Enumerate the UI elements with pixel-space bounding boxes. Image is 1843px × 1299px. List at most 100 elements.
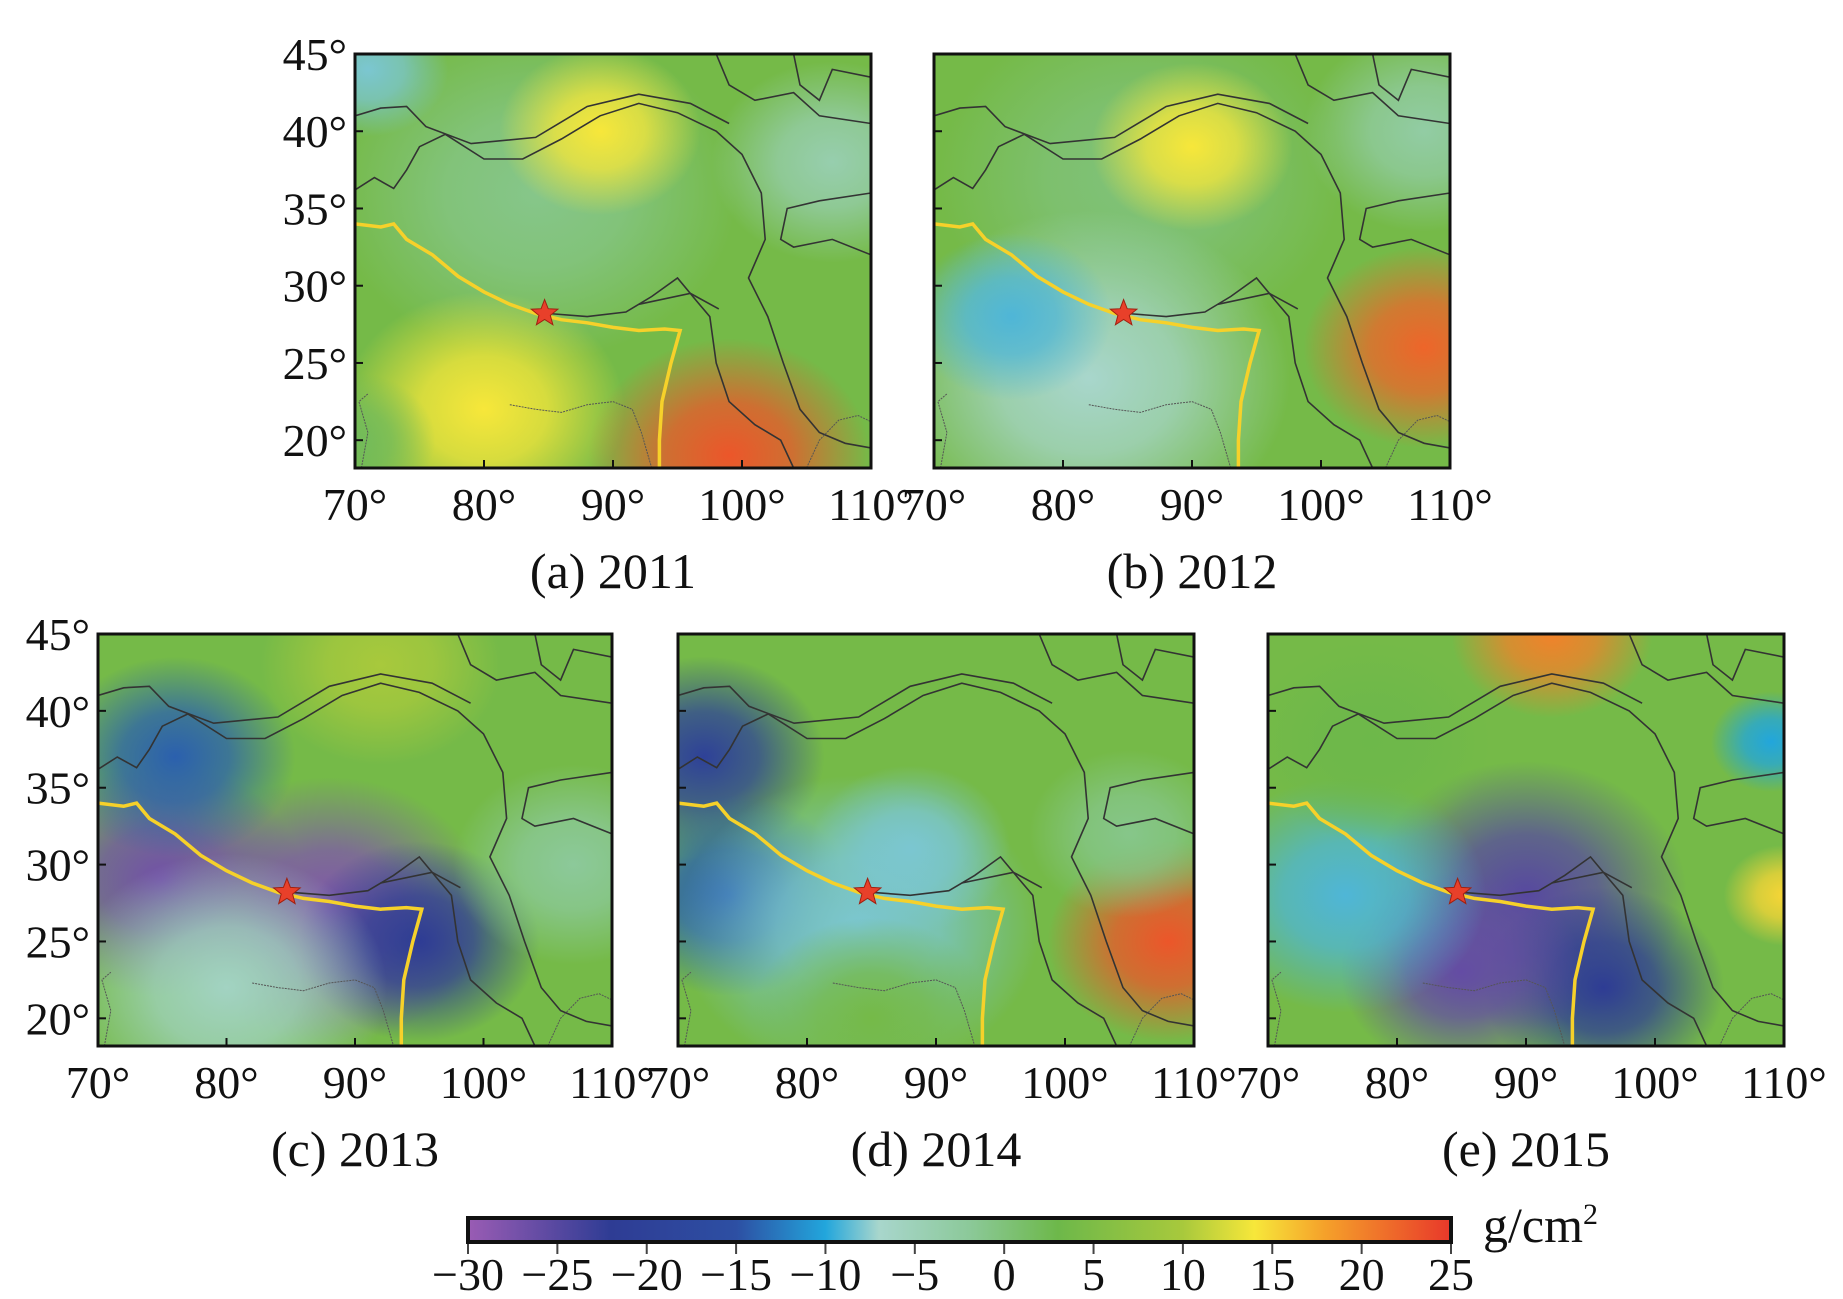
map-panel: 70° 80° 90° 100° 110° (e) 2015: [1236, 632, 1827, 1177]
lon-tick-label: 110°: [569, 1057, 655, 1108]
block-boundary-line: [534, 634, 612, 682]
block-boundary-line: [98, 673, 471, 725]
panel-caption: (a) 2011: [530, 543, 696, 599]
map-panel: 70° 80° 90° 100° 110° 45° 40° 35° 30° 25° 20° (c) 2…: [26, 609, 655, 1177]
block-boundary-line: [521, 771, 612, 835]
coastline: [832, 979, 976, 1046]
block-boundary-line: [1115, 634, 1194, 682]
coastline: [1719, 993, 1784, 1046]
panel-caption: (c) 2013: [271, 1121, 439, 1177]
block-boundary-line: [1692, 771, 1784, 835]
colorbar-tick-label: −30: [432, 1249, 504, 1299]
anomaly-blob: [750, 917, 993, 1046]
block-boundary-line: [934, 93, 1309, 145]
lat-tick-label: 30°: [283, 261, 347, 312]
colorbar-tick-label: −25: [521, 1249, 593, 1299]
panel-caption: (d) 2014: [851, 1121, 1022, 1177]
lon-tick-label: 80°: [452, 479, 516, 530]
colorbar-tick-label: −20: [611, 1249, 683, 1299]
coastline: [937, 393, 948, 468]
block-boundary-line: [1268, 682, 1784, 1027]
coastline: [681, 971, 692, 1046]
lat-tick-label: 45°: [283, 29, 347, 80]
panel-caption: (b) 2012: [1107, 543, 1278, 599]
block-boundary-line: [871, 855, 1118, 1046]
colorbar-tick-label: 0: [993, 1249, 1016, 1299]
block-boundary-line: [1038, 634, 1194, 704]
himalaya-boundary-line: [678, 801, 1006, 1046]
anomaly-blob: [588, 338, 870, 468]
lat-tick-label: 45°: [26, 609, 90, 660]
coastline: [101, 971, 112, 1046]
block-boundary-line: [1294, 54, 1450, 125]
epicenter-star-icon: [1108, 298, 1139, 326]
epicenter-star-icon: [529, 298, 560, 326]
coastline: [1088, 401, 1232, 468]
coastline: [547, 993, 612, 1046]
block-boundary-line: [1102, 771, 1194, 835]
lon-tick-label: 70°: [1236, 1057, 1300, 1108]
lat-tick-label: 30°: [26, 840, 90, 891]
colorbar-tick-label: −10: [789, 1249, 861, 1299]
colorbar-tick-label: 15: [1249, 1249, 1295, 1299]
epicenter-star-icon: [852, 876, 883, 905]
colorbar-unit: g/cm2: [1483, 1197, 1598, 1253]
map-panel: 70° 80° 90° 100° 110° (b) 2012: [902, 52, 1493, 599]
block-boundary-line: [548, 276, 795, 468]
himalaya-boundary-line: [355, 221, 683, 468]
lon-tick-label: 110°: [828, 479, 914, 530]
block-boundary-line: [715, 54, 871, 125]
lat-tick-label: 40°: [26, 686, 90, 737]
lon-tick-label: 70°: [902, 479, 966, 530]
lat-tick-label: 20°: [26, 993, 90, 1044]
block-boundary-line: [678, 682, 1194, 1027]
block-boundary-line: [678, 673, 1053, 725]
coastline: [1271, 971, 1282, 1046]
anomaly-blob: [711, 61, 871, 263]
anomaly-blob: [1028, 750, 1194, 918]
colorbar-gradient: [466, 1216, 1453, 1244]
lon-tick-label: 90°: [1494, 1057, 1558, 1108]
anomaly-blob: [98, 853, 387, 1046]
block-boundary-line: [355, 93, 730, 145]
colorbar-tick-label: 20: [1339, 1249, 1385, 1299]
anomaly-blob: [355, 373, 436, 468]
block-boundary-line: [638, 292, 720, 310]
lon-tick-label: 90°: [581, 479, 645, 530]
colorbar-tick-label: −15: [700, 1249, 772, 1299]
block-boundary-line: [934, 102, 1450, 449]
anomaly-blob: [355, 54, 449, 137]
block-boundary-line: [779, 192, 871, 256]
lon-tick-label: 90°: [904, 1057, 968, 1108]
lon-tick-label: 110°: [1741, 1057, 1827, 1108]
anomaly-blob: [1303, 246, 1450, 449]
lon-tick-label: 100°: [1021, 1057, 1108, 1108]
coastline: [1385, 414, 1450, 468]
coastline: [1422, 979, 1566, 1046]
lon-tick-label: 70°: [66, 1057, 130, 1108]
block-boundary-line: [1127, 276, 1374, 468]
block-boundary-line: [1628, 634, 1784, 704]
anomaly-blob: [1091, 62, 1293, 231]
himalaya-boundary-line: [934, 221, 1262, 468]
epicenter-star-icon: [272, 876, 302, 905]
coastline: [509, 401, 653, 468]
lat-tick-label: 35°: [283, 183, 347, 234]
lon-tick-label: 80°: [775, 1057, 839, 1108]
lon-tick-label: 80°: [194, 1057, 258, 1108]
block-boundary-line: [1358, 192, 1450, 256]
colorbar-tick-label: −5: [890, 1249, 939, 1299]
lon-tick-label: 100°: [1611, 1057, 1698, 1108]
colorbar-tick-label: 10: [1160, 1249, 1206, 1299]
anomaly-blob: [1303, 54, 1450, 232]
block-boundary-line: [1461, 855, 1708, 1046]
lat-tick-label: 40°: [283, 106, 347, 157]
lon-tick-label: 110°: [1151, 1057, 1237, 1108]
lon-tick-label: 100°: [698, 479, 785, 530]
lon-tick-label: 100°: [440, 1057, 527, 1108]
anomaly-blob: [1451, 634, 1653, 718]
anomaly-blob: [1268, 777, 1487, 1013]
block-boundary-line: [355, 102, 871, 449]
anomaly-blob: [98, 656, 296, 858]
